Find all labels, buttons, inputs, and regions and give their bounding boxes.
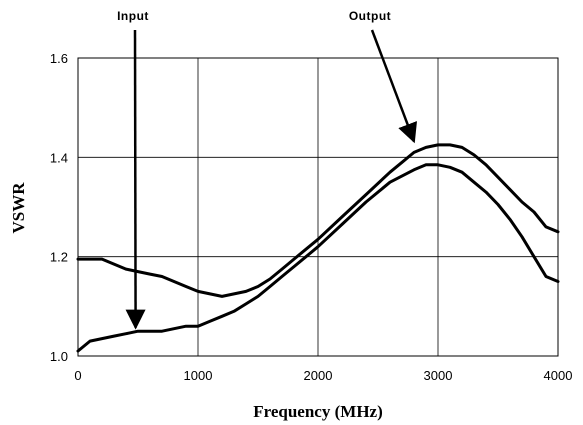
x-tick-label: 3000 [424, 368, 453, 383]
annotation-label-output: Output [349, 9, 391, 23]
x-tick-label: 2000 [304, 368, 333, 383]
x-tick-label: 0 [74, 368, 81, 383]
grid-lines [77, 57, 559, 357]
series-lines [76, 143, 560, 353]
annotation-arrow-input [125, 29, 146, 330]
annotations: Input Output [117, 9, 418, 330]
tick-labels: 0 1000 2000 3000 4000 1.0 1.2 1.4 1.6 [50, 51, 573, 383]
series-line-input [76, 163, 560, 353]
x-tick-label: 1000 [184, 368, 213, 383]
y-axis-title: VSWR [9, 182, 28, 234]
x-axis-title: Frequency (MHz) [253, 402, 383, 421]
x-tick-label: 4000 [544, 368, 573, 383]
annotation-label-input: Input [117, 9, 149, 23]
series-line-output [76, 143, 560, 298]
y-tick-label: 1.0 [50, 349, 68, 364]
y-tick-label: 1.6 [50, 51, 68, 66]
y-tick-label: 1.4 [50, 150, 68, 165]
y-tick-label: 1.2 [50, 250, 68, 265]
plot-area-frame [77, 57, 559, 357]
annotation-arrow-output [370, 29, 418, 144]
